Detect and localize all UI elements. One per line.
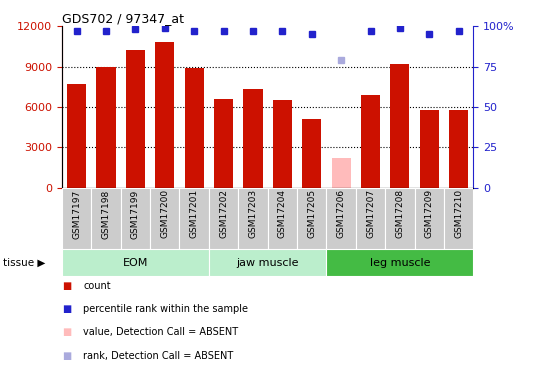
Bar — [331, 158, 351, 188]
Text: GSM17205: GSM17205 — [307, 189, 316, 238]
Text: ■: ■ — [62, 304, 71, 314]
Text: GDS702 / 97347_at: GDS702 / 97347_at — [62, 12, 184, 25]
Text: tissue ▶: tissue ▶ — [3, 258, 45, 268]
Bar — [209, 249, 327, 276]
Bar — [209, 188, 238, 249]
Text: GSM17208: GSM17208 — [395, 189, 405, 238]
Bar — [214, 99, 233, 188]
Bar — [385, 188, 415, 249]
Bar — [91, 188, 121, 249]
Text: leg muscle: leg muscle — [370, 258, 430, 268]
Bar — [327, 249, 473, 276]
Bar — [391, 64, 409, 188]
Text: GSM17210: GSM17210 — [454, 189, 463, 238]
Text: ■: ■ — [62, 351, 71, 360]
Bar — [150, 188, 180, 249]
Bar — [273, 100, 292, 188]
Bar — [126, 51, 145, 188]
Bar — [444, 188, 473, 249]
Bar — [415, 188, 444, 249]
Text: GSM17206: GSM17206 — [337, 189, 345, 238]
Bar — [180, 188, 209, 249]
Text: ■: ■ — [62, 281, 71, 291]
Text: ■: ■ — [62, 327, 71, 337]
Text: GSM17201: GSM17201 — [190, 189, 199, 238]
Bar — [121, 188, 150, 249]
Text: GSM17203: GSM17203 — [249, 189, 258, 238]
Bar — [420, 110, 439, 188]
Text: value, Detection Call = ABSENT: value, Detection Call = ABSENT — [83, 327, 238, 337]
Bar — [62, 249, 209, 276]
Text: rank, Detection Call = ABSENT: rank, Detection Call = ABSENT — [83, 351, 233, 360]
Bar — [297, 188, 327, 249]
Text: percentile rank within the sample: percentile rank within the sample — [83, 304, 249, 314]
Bar — [267, 188, 297, 249]
Text: GSM17197: GSM17197 — [72, 189, 81, 238]
Bar — [302, 119, 321, 188]
Bar — [67, 84, 86, 188]
Bar — [327, 188, 356, 249]
Bar — [361, 95, 380, 188]
Text: GSM17202: GSM17202 — [219, 189, 228, 238]
Text: GSM17209: GSM17209 — [425, 189, 434, 238]
Bar — [243, 89, 263, 188]
Bar — [356, 188, 385, 249]
Bar — [238, 188, 268, 249]
Bar — [185, 68, 204, 188]
Text: count: count — [83, 281, 111, 291]
Bar — [155, 42, 174, 188]
Bar — [62, 188, 91, 249]
Text: GSM17207: GSM17207 — [366, 189, 375, 238]
Text: EOM: EOM — [123, 258, 148, 268]
Text: GSM17200: GSM17200 — [160, 189, 169, 238]
Text: GSM17199: GSM17199 — [131, 189, 140, 238]
Text: GSM17204: GSM17204 — [278, 189, 287, 238]
Bar — [96, 67, 116, 188]
Text: jaw muscle: jaw muscle — [236, 258, 299, 268]
Text: GSM17198: GSM17198 — [102, 189, 110, 238]
Bar — [449, 110, 468, 188]
